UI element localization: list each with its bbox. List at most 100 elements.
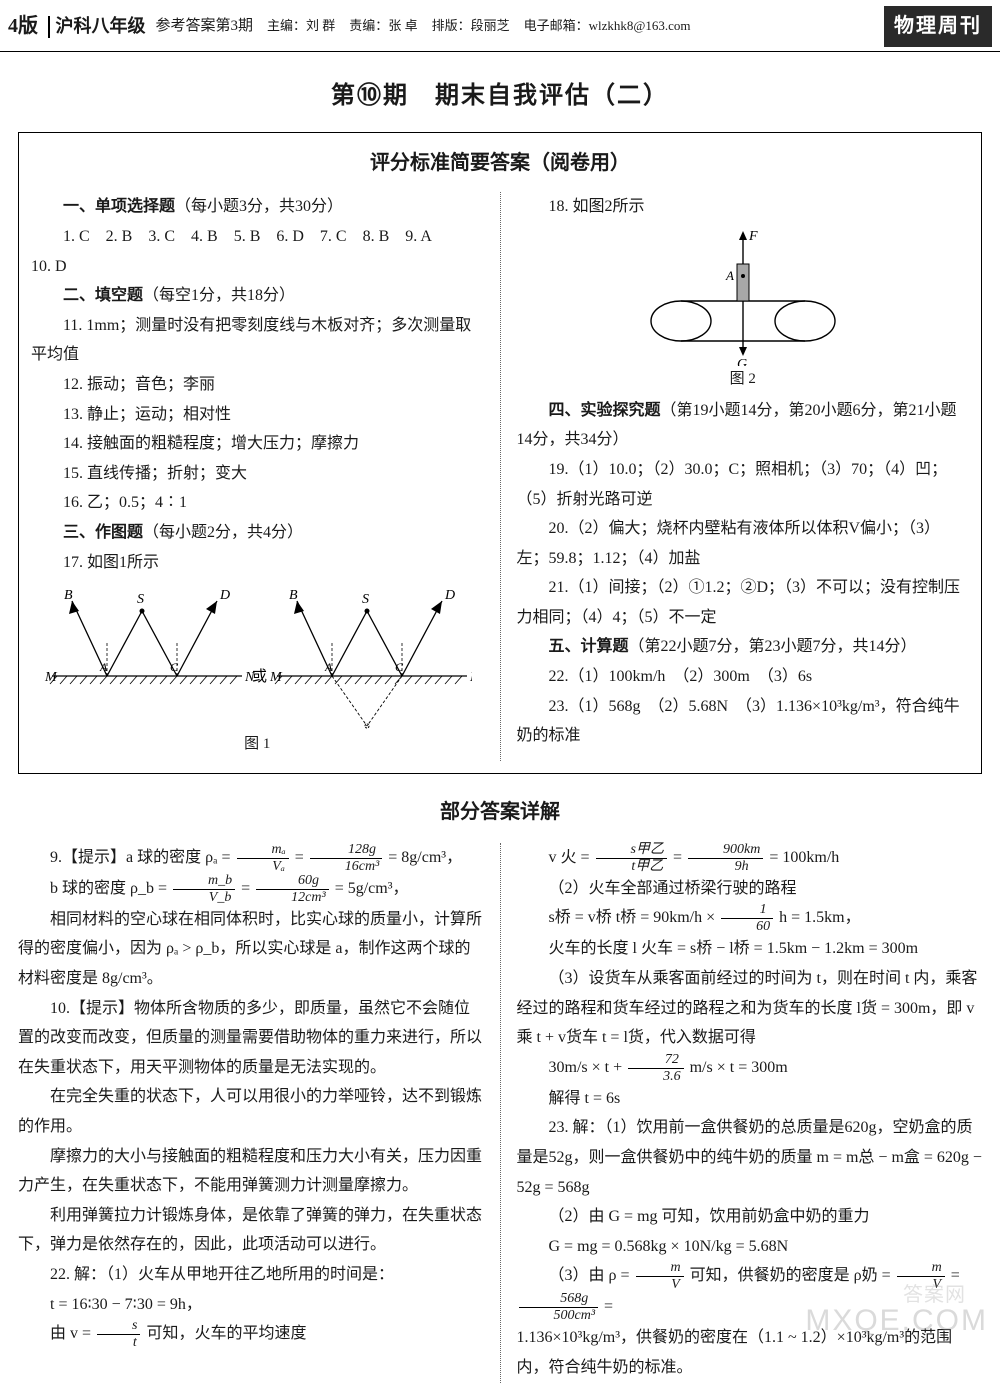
heading-text: 一、单项选择题 (63, 198, 175, 215)
fraction-icon: 568g500cm³ (519, 1292, 599, 1323)
text: b 球的密度 ρ_b = (50, 880, 167, 897)
text: m/s × t = 300m (690, 1059, 788, 1076)
text: = (673, 849, 686, 866)
label-B: B (64, 588, 73, 603)
text: = 8g/cm³， (388, 849, 462, 866)
detail-r11: （3）由 ρ = mV 可知，供餐奶的密度是 ρ奶 = mV = 568g500… (517, 1261, 983, 1323)
responsible-editor: 责编：张 卓 (349, 14, 417, 38)
answer-12: 12. 振动；音色；李丽 (31, 370, 484, 400)
detail-10b: 在完全失重的状态下，人可以用很小的力举哑铃，达不到锻炼的作用。 (18, 1082, 484, 1141)
text: = (951, 1268, 960, 1285)
label-D: D (219, 588, 230, 603)
figure-2-caption: 图 2 (517, 366, 970, 394)
page-title: 第⑩期 期末自我评估（二） (0, 74, 1000, 118)
figure-1-or: 或 (252, 668, 267, 685)
page-header: 4版 沪科八年级 参考答案第3期 主编：刘 群 责编：张 卓 排版：段丽芝 电子… (0, 0, 1000, 52)
answer-key-left-col: 一、单项选择题（每小题3分，共30分） 1. C 2. B 3. C 4. B … (31, 192, 484, 760)
detail-10a: 10.【提示】物体所含物质的多少，即质量，虽然它不会随位置的改变而改变，但质量的… (18, 994, 484, 1083)
text: （3）由 ρ = (549, 1268, 634, 1285)
label: 责编： (349, 18, 388, 33)
label-D2: D (444, 588, 455, 603)
answer-18: 18. 如图2所示 (517, 192, 970, 222)
answer-19: 19.（1）10.0；（2）30.0；C；照相机；（3）70；（4）凹；（5）折… (517, 455, 970, 514)
value: 刘 群 (306, 18, 335, 33)
editor-in-chief: 主编：刘 群 (267, 14, 335, 38)
figure-1-svg: M N S B D (42, 581, 472, 731)
fraction-icon: mV (636, 1261, 684, 1292)
fraction-icon: 900km9h (688, 843, 763, 874)
section-1-heading: 一、单项选择题（每小题3分，共30分） (31, 192, 484, 222)
text: s桥 = v桥 t桥 = 90km/h × (549, 910, 720, 927)
label-C: C (170, 660, 179, 674)
heading-text: 四、实验探究题 (549, 402, 661, 419)
label: 电子邮箱： (524, 18, 589, 33)
figure-2-svg: A F G (633, 226, 853, 366)
text: = 100km/h (769, 849, 839, 866)
details-left-col: 9.【提示】a 球的密度 ρₐ = mₐVₐ = 128g16cm³ = 8g/… (18, 843, 484, 1383)
mc-answers-line-1: 1. C 2. B 3. C 4. B 5. B 6. D 7. C 8. B … (31, 222, 484, 252)
text: 可知，供餐奶的密度是 ρ奶 = (690, 1268, 895, 1285)
detail-22c: 由 v = st 可知，火车的平均速度 (18, 1319, 484, 1350)
text: = 5g/cm³， (335, 880, 409, 897)
answer-16: 16. 乙；0.5；4∶1 (31, 488, 484, 518)
heading-text: 二、填空题 (63, 287, 143, 304)
label-A2: A (324, 660, 333, 674)
text: v 火 = (549, 849, 594, 866)
label-B2: B (289, 588, 298, 603)
detail-r2: （2）火车全部通过桥梁行驶的路程 (517, 874, 983, 904)
typeset: 排版：段丽芝 (432, 14, 510, 38)
email: 电子邮箱：wlzkhk8@163.com (524, 14, 691, 38)
issue-label: 参考答案第3期 (156, 13, 254, 41)
text: 9.【提示】a 球的密度 ρₐ = (50, 849, 231, 866)
heading-meta: （每小题2分，共4分） (143, 524, 303, 541)
section-3-heading: 三、作图题（每小题2分，共4分） (31, 518, 484, 548)
vertical-divider-icon (48, 16, 50, 38)
value: 段丽芝 (471, 18, 510, 33)
detail-9c: 相同材料的空心球在相同体积时，比实心球的质量小，计算所得的密度偏小，因为 ρₐ … (18, 905, 484, 994)
value: wlzkhk8@163.com (589, 18, 691, 33)
detail-9a: 9.【提示】a 球的密度 ρₐ = mₐVₐ = 128g16cm³ = 8g/… (18, 843, 484, 874)
answer-key-title: 评分标准简要答案（阅卷用） (31, 145, 969, 182)
label: 排版： (432, 18, 471, 33)
figure-1-caption: 图 1 (31, 731, 484, 759)
heading-meta: （每空1分，共18分） (143, 287, 295, 304)
column-separator-icon (500, 192, 501, 760)
section-4-heading: 四、实验探究题（第19小题14分，第20小题6分，第21小题14分，共34分） (517, 396, 970, 455)
detail-r5: （3）设货车从乘客面前经过的时间为 t，则在时间 t 内，乘客经过的路程和货车经… (517, 964, 983, 1053)
details-title: 部分答案详解 (18, 794, 982, 831)
label: 主编： (267, 18, 306, 33)
text: h = 1.5km， (779, 910, 860, 927)
detail-r1: v 火 = s甲乙t甲乙 = 900km9h = 100km/h (517, 843, 983, 874)
mc-answers-line-2: 10. D (31, 252, 484, 282)
label-G: G (737, 357, 747, 366)
label-A-fig2: A (725, 268, 734, 283)
page-number-badge: 4版 (8, 8, 38, 45)
detailed-solutions: 部分答案详解 9.【提示】a 球的密度 ρₐ = mₐVₐ = 128g16cm… (18, 794, 982, 1383)
label-C2: C (395, 660, 404, 674)
figure-1: M N S B D (31, 581, 484, 759)
fraction-icon: m_bV_b (173, 874, 235, 905)
column-separator-icon (500, 843, 501, 1383)
label-A: A (99, 660, 108, 674)
label-M2: M (269, 670, 283, 685)
text: 30m/s × t + (549, 1059, 627, 1076)
label-S2: S (362, 592, 369, 607)
answer-14: 14. 接触面的粗糙程度；增大压力；摩擦力 (31, 429, 484, 459)
fraction-icon: mV (897, 1261, 945, 1292)
heading-text: 五、计算题 (549, 638, 629, 655)
detail-r8: 23. 解：（1）饮用前一盒供餐奶的总质量是620g，空奶盒的质量是52g，则一… (517, 1113, 983, 1202)
fraction-icon: 60g12cm³ (256, 874, 329, 905)
fraction-icon: 128g16cm³ (310, 843, 383, 874)
text: = (604, 1299, 613, 1316)
detail-r9: （2）由 G = mg 可知，饮用前奶盒中奶的重力 (517, 1202, 983, 1232)
answer-key-right-col: 18. 如图2所示 A F (517, 192, 970, 760)
details-right-col: v 火 = s甲乙t甲乙 = 900km9h = 100km/h （2）火车全部… (517, 843, 983, 1383)
heading-meta: （第22小题7分，第23小题7分，共14分） (629, 638, 917, 655)
heading-text: 三、作图题 (63, 524, 143, 541)
text: = (295, 849, 308, 866)
text: 可知，火车的平均速度 (146, 1325, 306, 1342)
label-M: M (44, 670, 58, 685)
answer-22: 22.（1）100km/h （2）300m （3）6s (517, 662, 970, 692)
label-F: F (748, 229, 758, 244)
label-Sprime: S′ (362, 730, 373, 731)
